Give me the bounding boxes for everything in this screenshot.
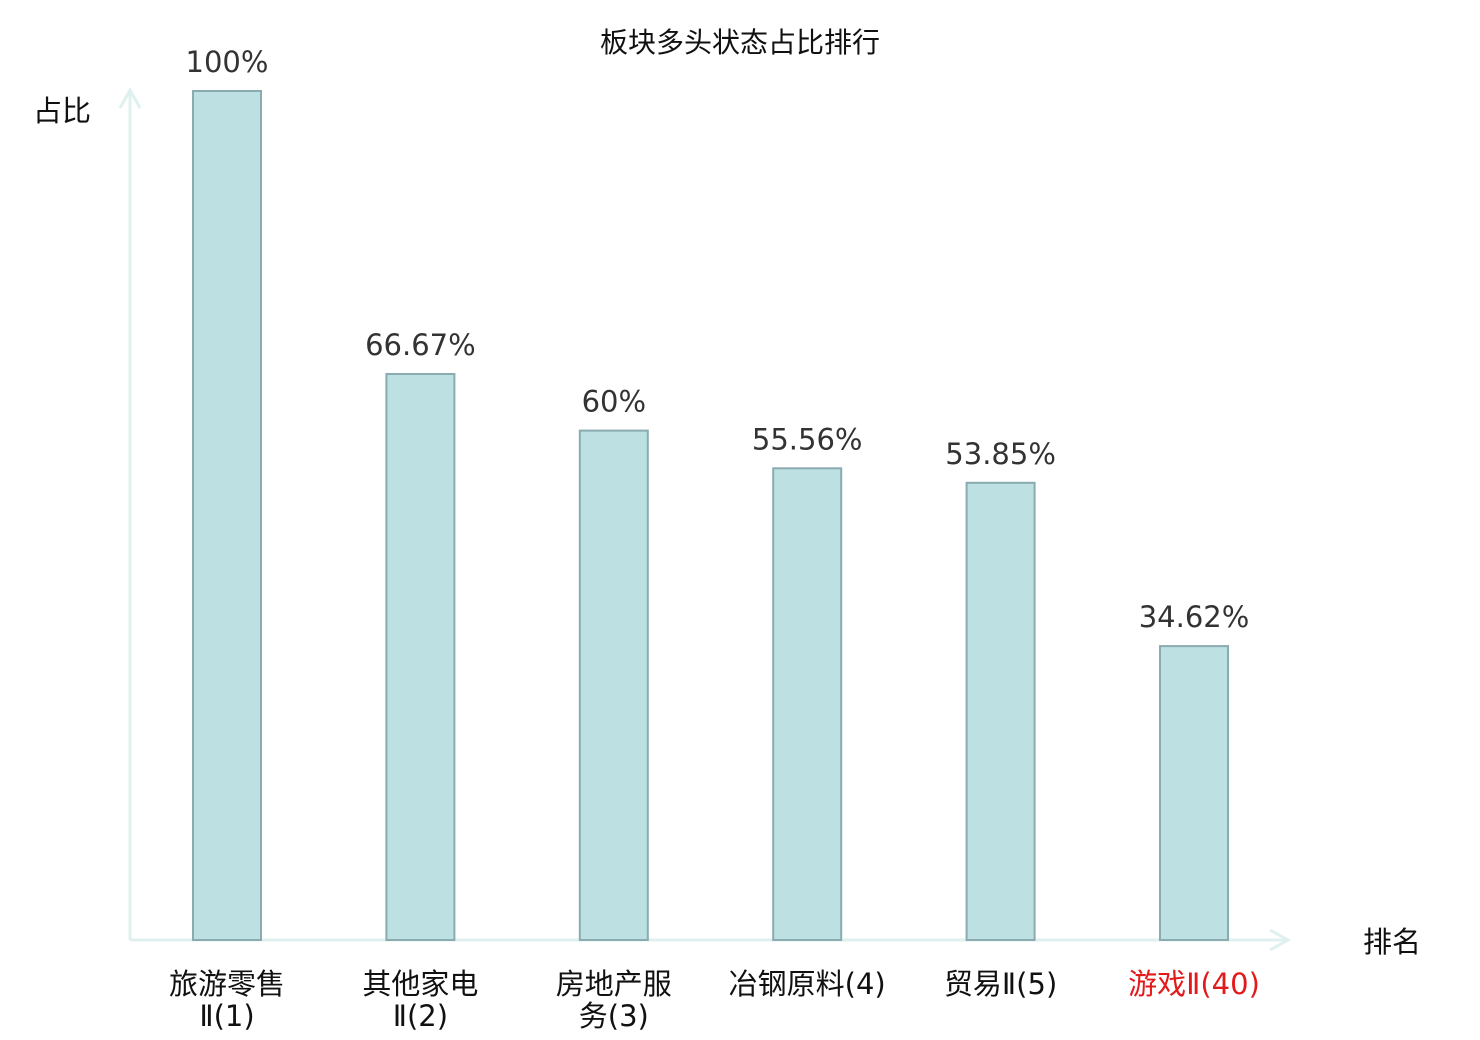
bar	[772, 467, 843, 941]
x-tick-label: 其他家电	[362, 967, 478, 1001]
bar	[385, 373, 456, 941]
bar-value-label: 100%	[186, 45, 269, 79]
x-tick-label: 贸易Ⅱ(5)	[944, 967, 1057, 1001]
x-tick-label: Ⅱ(2)	[393, 999, 448, 1033]
x-tick-label: Ⅱ(1)	[199, 999, 254, 1033]
bar-value-label: 66.67%	[365, 328, 476, 362]
x-tick-label: 旅游零售	[169, 967, 285, 1001]
bar-value-label: 34.62%	[1139, 600, 1250, 634]
chart-title: 板块多头状态占比排行	[600, 26, 880, 59]
bar	[192, 90, 262, 941]
bar-value-label: 60%	[582, 385, 646, 419]
y-axis-arrow	[118, 86, 142, 109]
axes	[118, 86, 1292, 952]
x-tick-label: 游戏Ⅱ(40)	[1128, 967, 1260, 1001]
x-axis-label: 排名	[1363, 925, 1421, 959]
value-labels: 100% 66.67% 60% 55.56% 53.85% 34.62%	[186, 45, 1250, 634]
bar-value-label: 53.85%	[945, 437, 1056, 471]
x-tick-label: 房地产服	[556, 967, 672, 1001]
x-axis-arrow	[1269, 928, 1292, 952]
bar	[1159, 645, 1229, 941]
x-tick-label: 务(3)	[579, 999, 649, 1033]
x-tick-label: 冶钢原料(4)	[729, 967, 886, 1001]
bar	[578, 429, 649, 941]
y-axis-label: 占比	[33, 94, 91, 128]
bars	[192, 90, 1229, 941]
bar-value-label: 55.56%	[752, 422, 863, 456]
bar	[965, 481, 1036, 941]
